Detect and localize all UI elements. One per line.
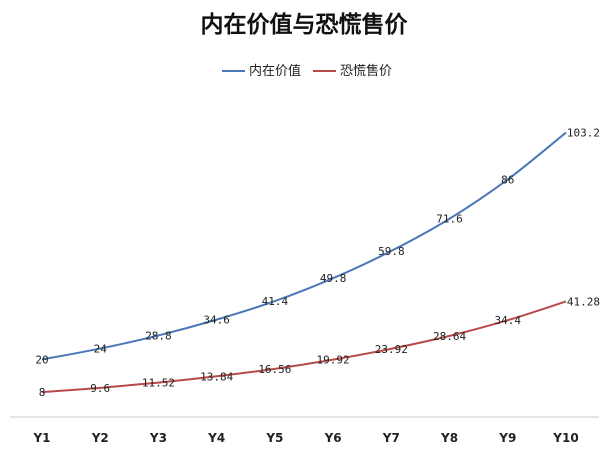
- data-label-intrinsic-value-3: 28.8: [145, 329, 172, 342]
- data-label-panic-price-8: 28.64: [433, 330, 466, 343]
- data-label-panic-price-6: 19.92: [317, 354, 350, 367]
- x-tick-label-1: Y1: [32, 431, 50, 445]
- data-label-layer: 20 24 28.8 34.6 41.4 49.8 59.8 71.6 86 103.2 8 9.6 1…: [35, 127, 600, 400]
- data-label-panic-price-10: 41.28: [567, 295, 600, 308]
- series-line-panic-price: [41, 300, 567, 394]
- x-tick-label-8: Y8: [440, 431, 458, 445]
- chart-title: 内在价值与恐慌售价: [201, 11, 409, 38]
- legend-item-intrinsic-value: 内在价值: [222, 63, 301, 79]
- data-label-panic-price-4: 13.84: [200, 370, 233, 383]
- data-label-intrinsic-value-7: 59.8: [378, 245, 405, 258]
- data-label-panic-price-2: 9.6: [90, 382, 110, 395]
- data-label-panic-price-1: 8: [39, 386, 46, 399]
- data-label-intrinsic-value-6: 49.8: [320, 272, 347, 285]
- x-tick-label-5: Y5: [265, 431, 283, 445]
- data-label-intrinsic-value-5: 41.4: [262, 295, 289, 308]
- data-label-panic-price-9: 34.4: [495, 314, 522, 327]
- x-tick-layer: Y1 Y2 Y3 Y4 Y5 Y6 Y7 Y8 Y9 Y10: [32, 431, 578, 445]
- data-label-intrinsic-value-1: 20: [35, 353, 48, 366]
- data-label-intrinsic-value-9: 86: [501, 173, 514, 186]
- data-label-intrinsic-value-8: 71.6: [436, 213, 463, 226]
- x-tick-label-7: Y7: [382, 431, 400, 445]
- data-label-panic-price-7: 23.92: [375, 343, 408, 356]
- data-label-intrinsic-value-10: 103.2: [567, 127, 600, 140]
- data-label-panic-price-5: 16.56: [258, 363, 291, 376]
- series-layer: [41, 131, 567, 394]
- x-tick-label-9: Y9: [498, 431, 516, 445]
- legend-item-panic-price: 恐慌售价: [313, 63, 392, 79]
- data-label-intrinsic-value-2: 24: [94, 343, 108, 356]
- x-tick-label-3: Y3: [149, 431, 167, 445]
- x-tick-label-6: Y6: [324, 431, 342, 445]
- x-tick-label-4: Y4: [207, 431, 225, 445]
- legend-label-panic-price: 恐慌售价: [340, 63, 392, 79]
- x-tick-label-10: Y10: [552, 431, 578, 445]
- legend-label-intrinsic-value: 内在价值: [249, 63, 301, 79]
- series-line-intrinsic-value: [41, 131, 567, 361]
- x-tick-label-2: Y2: [91, 431, 109, 445]
- data-label-intrinsic-value-4: 34.6: [203, 314, 230, 327]
- data-label-panic-price-3: 11.52: [142, 377, 175, 390]
- legend: 内在价值 恐慌售价: [222, 63, 392, 79]
